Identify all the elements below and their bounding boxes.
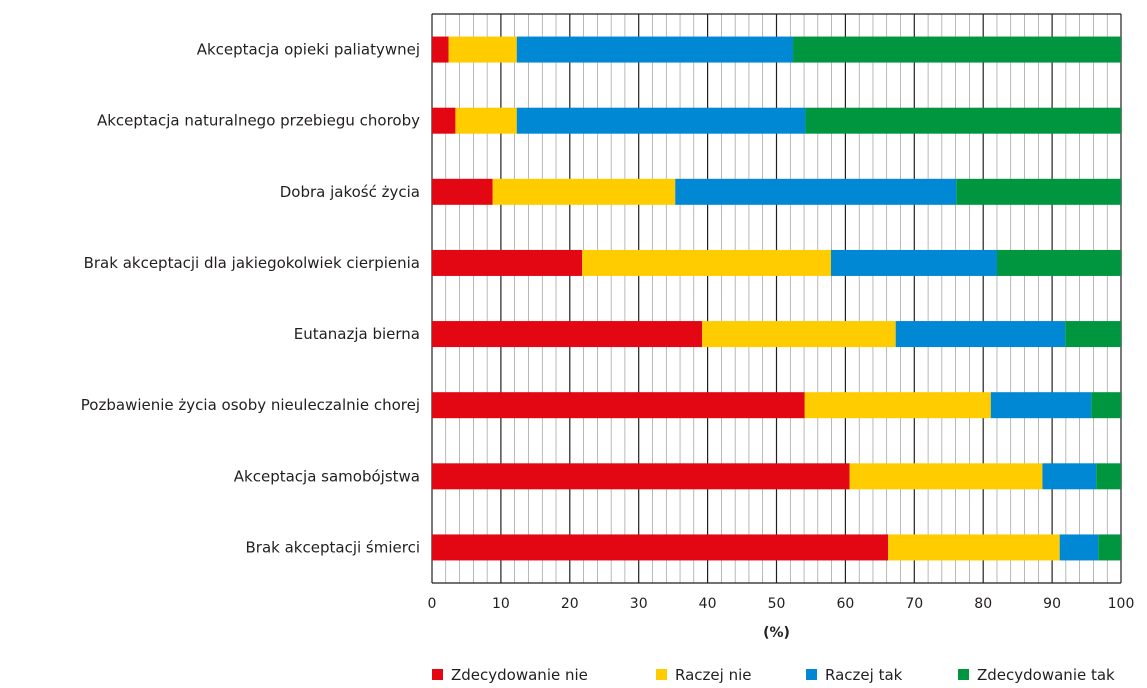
bar-segment	[455, 107, 517, 134]
bar-segment	[516, 107, 806, 134]
bar-segment	[432, 107, 456, 134]
x-tick-label: 0	[428, 596, 437, 612]
category-label: Akceptacja opieki paliatywnej	[197, 41, 420, 59]
bar-segment	[448, 36, 517, 63]
category-label: Dobra jakość życia	[280, 183, 420, 201]
bar-segment	[432, 36, 449, 63]
legend-label: Zdecydowanie tak	[977, 666, 1115, 684]
legend-label: Zdecydowanie nie	[451, 666, 588, 684]
bar-segment	[793, 36, 1121, 63]
bar-segment	[1042, 463, 1097, 490]
x-tick-label: 80	[974, 596, 992, 612]
bar-segment	[582, 249, 831, 276]
bar-segment	[432, 321, 703, 348]
x-tick-label: 10	[492, 596, 510, 612]
x-axis-label: (%)	[763, 625, 790, 641]
x-tick-label: 20	[561, 596, 579, 612]
category-labels: Akceptacja opieki paliatywnej Akceptacja …	[81, 41, 420, 557]
bar-segment	[1059, 534, 1099, 561]
x-tick-label: 70	[905, 596, 923, 612]
legend-swatch	[958, 669, 969, 680]
category-label: Brak akceptacji dla jakiegokolwiek cierp…	[84, 254, 420, 272]
bar-segment	[804, 392, 991, 419]
bar-segment	[1096, 463, 1121, 490]
x-tick-label: 50	[768, 596, 786, 612]
bar-segment	[956, 178, 1121, 205]
bar-segment	[432, 178, 493, 205]
category-label: Eutanazja bierna	[294, 325, 420, 343]
x-tick-label: 90	[1043, 596, 1061, 612]
bar-segment	[432, 392, 805, 419]
legend-item: Raczej nie	[656, 666, 751, 684]
legend-item: Zdecydowanie nie	[432, 666, 588, 684]
category-label: Akceptacja samobójstwa	[234, 467, 420, 485]
bar-segment	[432, 534, 889, 561]
x-tick-labels: 0 10 20 30 40 50 60 70 80 90 100	[428, 596, 1135, 612]
bar-segment	[432, 249, 583, 276]
x-tick-label: 100	[1108, 596, 1135, 612]
bar-segment	[895, 321, 1066, 348]
legend-swatch	[806, 669, 817, 680]
bar-segment	[849, 463, 1043, 490]
bar-segment	[805, 107, 1121, 134]
bar-segment	[516, 36, 794, 63]
legend-label: Raczej nie	[675, 666, 751, 684]
x-tick-label: 40	[699, 596, 717, 612]
category-label: Pozbawienie życia osoby nieuleczalnie ch…	[81, 396, 420, 414]
bar-segment	[1065, 321, 1121, 348]
bar-segment	[1098, 534, 1121, 561]
bar-series	[432, 36, 1121, 561]
bar-segment	[990, 392, 1092, 419]
bar-segment	[492, 178, 676, 205]
legend-swatch	[432, 669, 443, 680]
bar-segment	[432, 463, 850, 490]
bar-segment	[830, 249, 997, 276]
grid-lines	[431, 13, 1122, 584]
bar-segment	[1091, 392, 1121, 419]
bar-segment	[888, 534, 1060, 561]
legend-item: Raczej tak	[806, 666, 903, 684]
x-tick-label: 30	[630, 596, 648, 612]
category-label: Brak akceptacji śmierci	[246, 538, 420, 556]
x-tick-label: 60	[836, 596, 854, 612]
legend: Zdecydowanie nie Raczej nie Raczej tak Zdec…	[432, 666, 1115, 684]
bar-segment	[702, 321, 896, 348]
bar-segment	[675, 178, 957, 205]
legend-label: Raczej tak	[825, 666, 903, 684]
category-label: Akceptacja naturalnego przebiegu choroby	[97, 112, 420, 130]
bar-segment	[996, 249, 1121, 276]
legend-swatch	[656, 669, 667, 680]
legend-item: Zdecydowanie tak	[958, 666, 1115, 684]
